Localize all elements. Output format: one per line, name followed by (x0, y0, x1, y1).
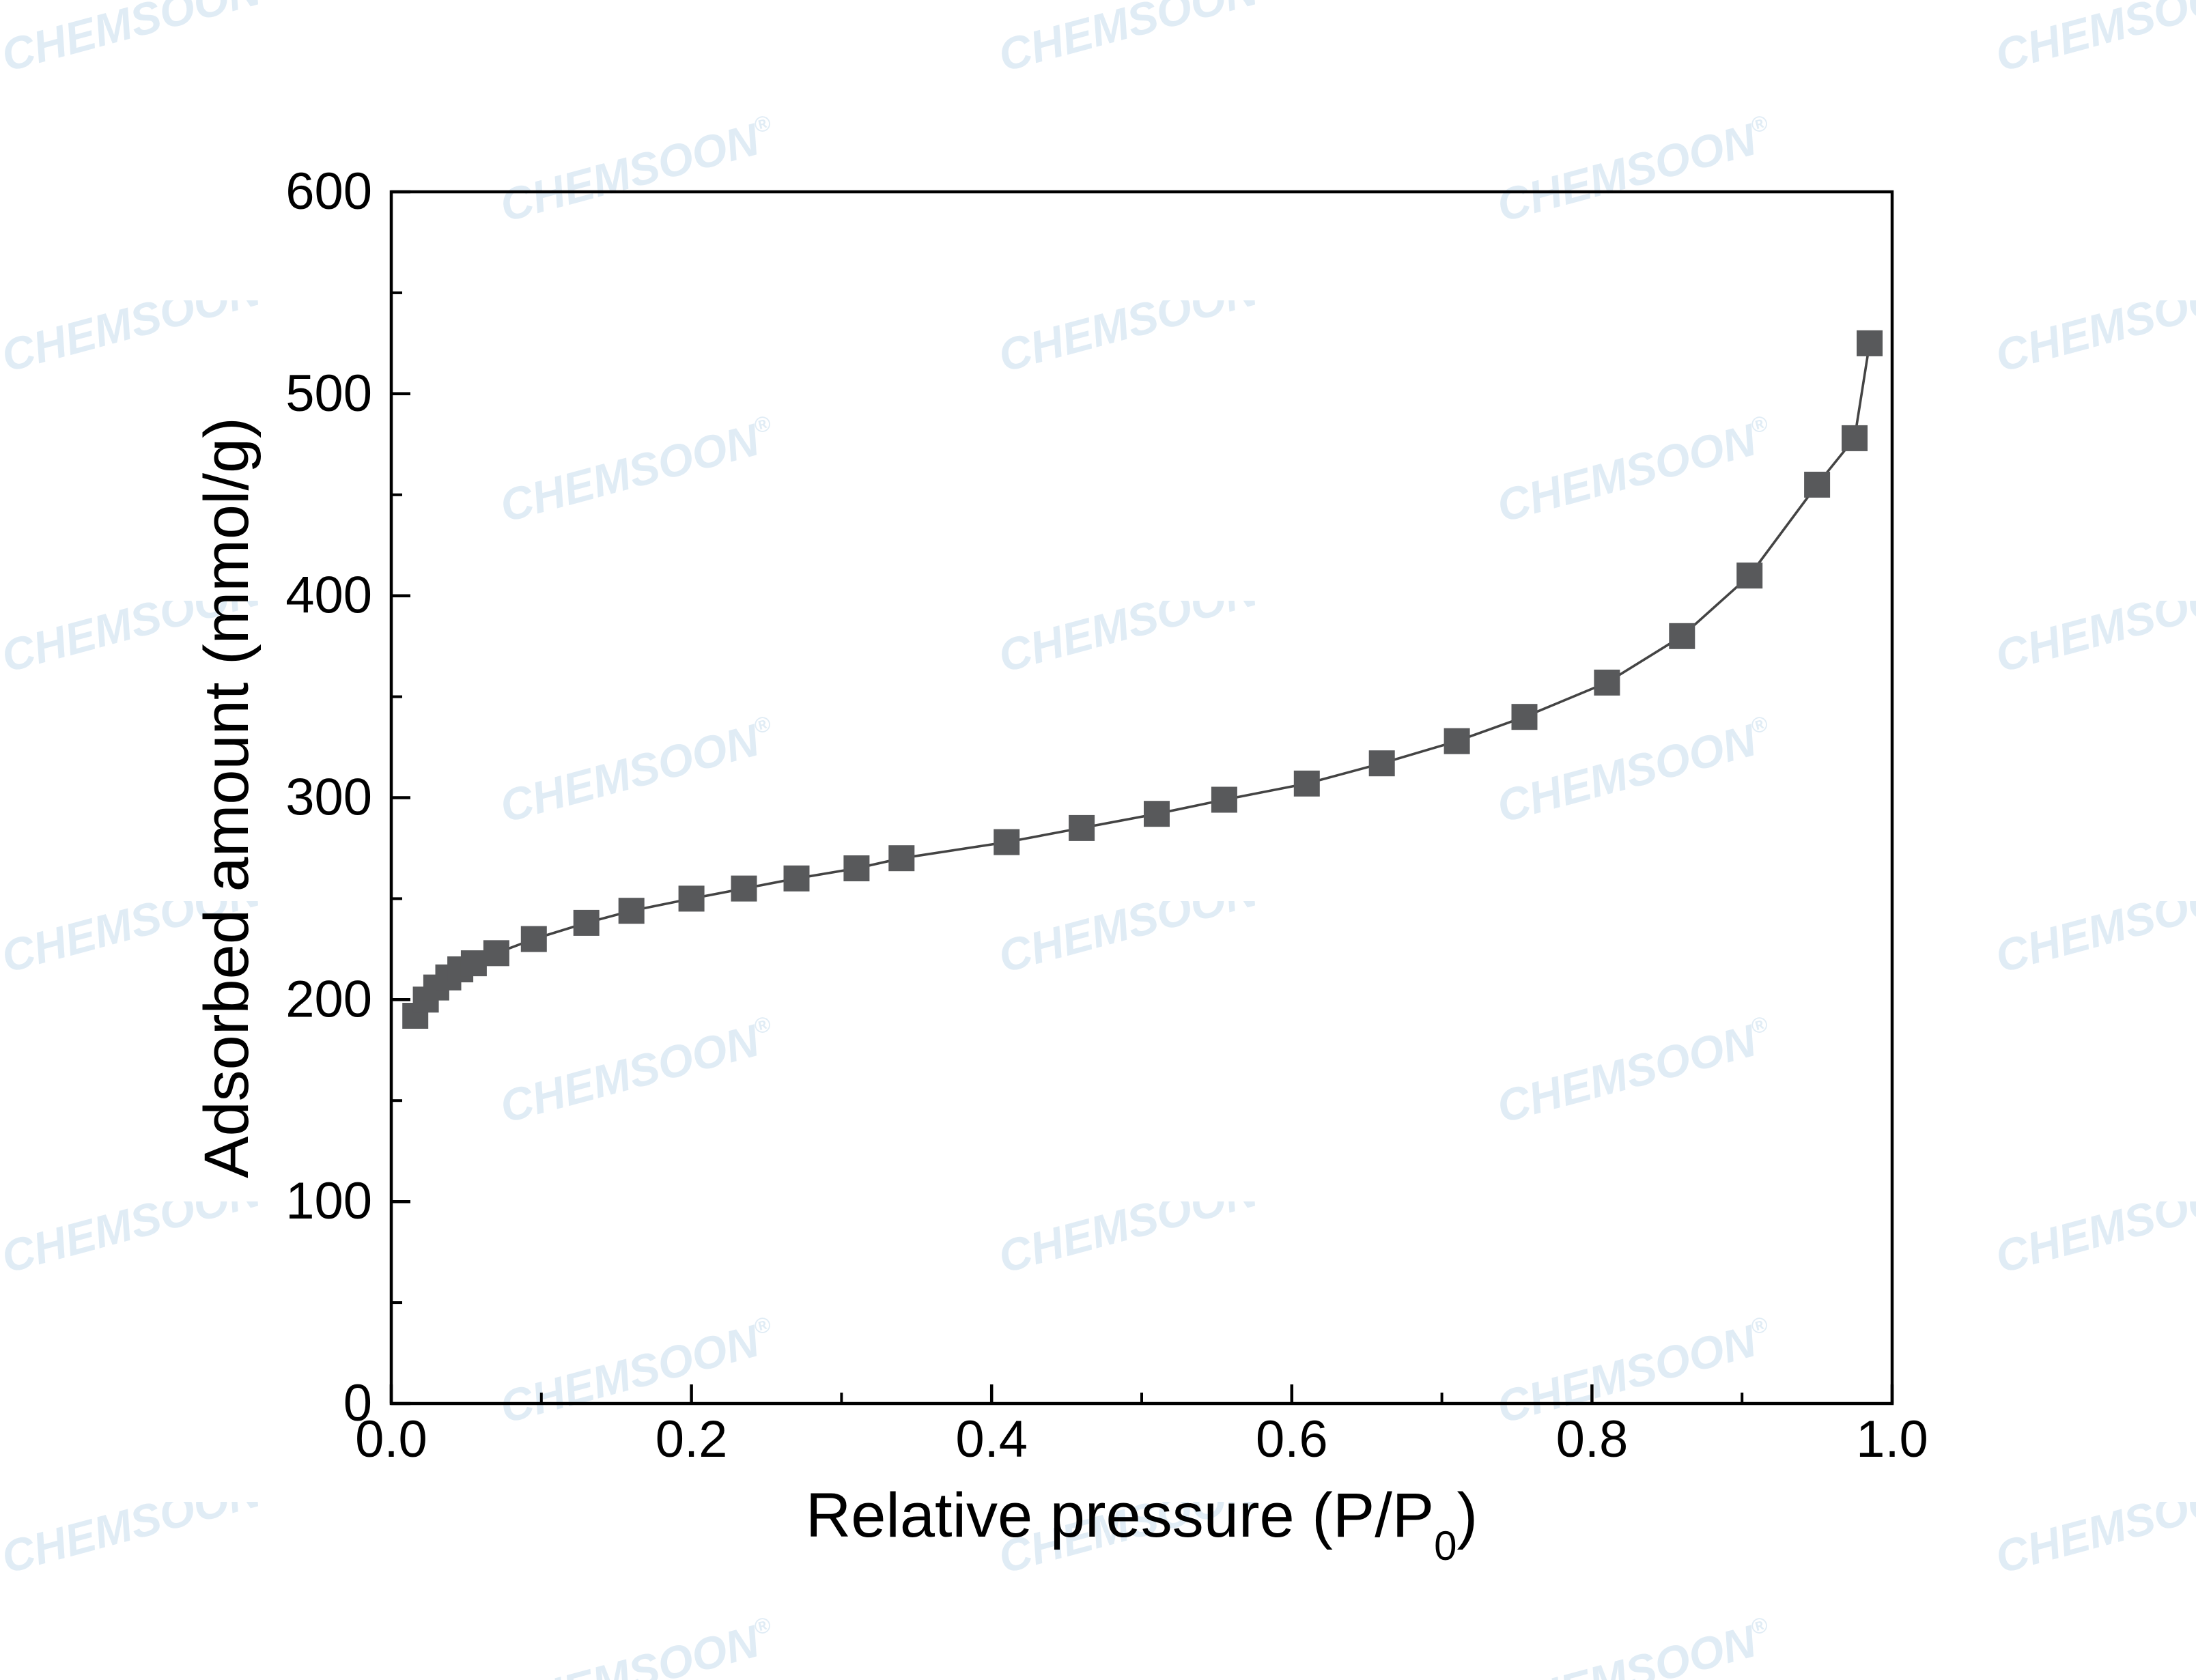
svg-text:0.4: 0.4 (955, 1410, 1028, 1468)
svg-text:500: 500 (285, 365, 372, 423)
svg-text:0.6: 0.6 (1256, 1410, 1328, 1468)
svg-text:100: 100 (285, 1172, 372, 1230)
svg-text:1.0: 1.0 (1856, 1410, 1928, 1468)
svg-text:Adsorbed amount (mmol/g): Adsorbed amount (mmol/g) (192, 417, 262, 1178)
svg-text:600: 600 (285, 162, 372, 220)
svg-text:400: 400 (285, 567, 372, 625)
svg-text:200: 200 (285, 970, 372, 1028)
svg-text:0.8: 0.8 (1556, 1410, 1629, 1468)
svg-text:0.0: 0.0 (355, 1410, 427, 1468)
svg-text:300: 300 (285, 769, 372, 827)
svg-text:0.2: 0.2 (656, 1410, 728, 1468)
